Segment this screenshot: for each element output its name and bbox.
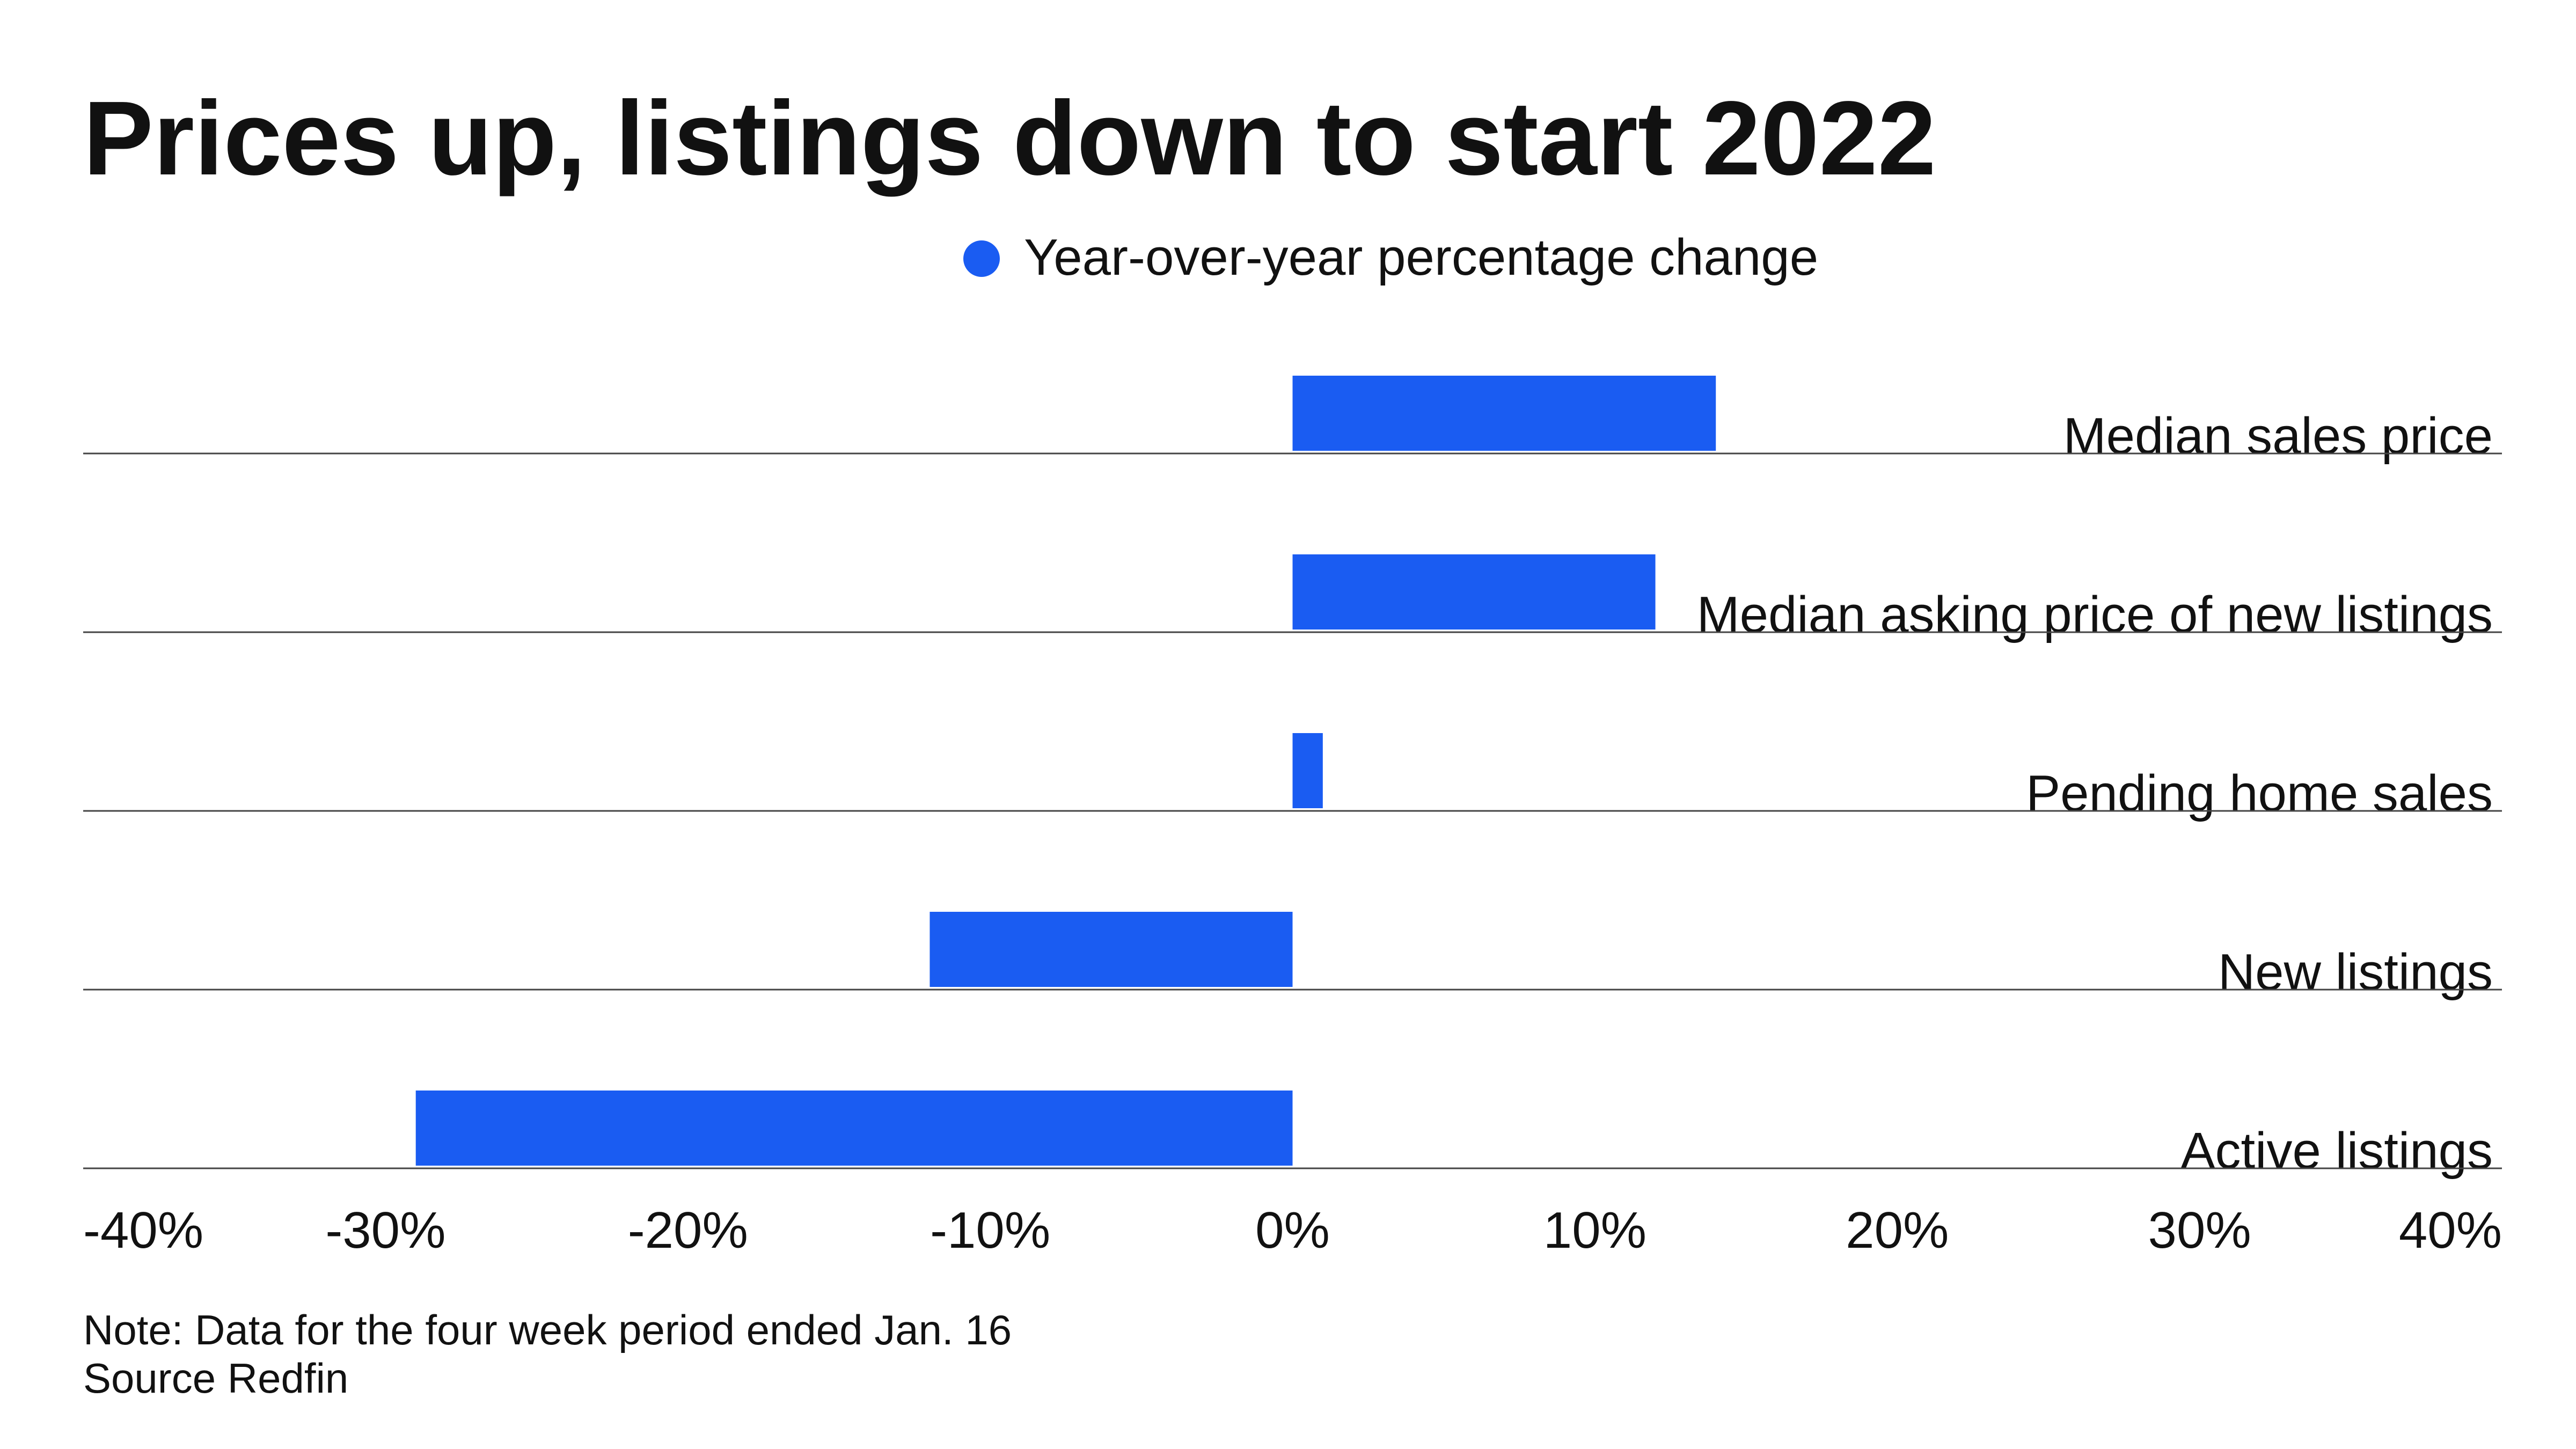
x-tick-label: 20% (1846, 1202, 1949, 1259)
category-label: New listings (2218, 943, 2493, 1001)
bar-pending-home-sales (1292, 733, 1323, 808)
x-tick-label: 40% (2399, 1202, 2502, 1259)
chart-title: Prices up, listings down to start 2022 (83, 79, 1936, 197)
source-text: Source Redfin (83, 1355, 348, 1402)
x-tick-label: -40% (83, 1202, 203, 1259)
x-tick-label: 30% (2148, 1202, 2251, 1259)
legend-label: Year-over-year percentage change (1024, 229, 1818, 286)
category-label: Median asking price of new listings (1697, 586, 2493, 643)
category-label: Pending home sales (2026, 765, 2493, 822)
bar-active-listings (415, 1091, 1293, 1166)
x-tick-label: 0% (1255, 1202, 1330, 1259)
legend-marker (963, 240, 1000, 277)
category-label: Median sales price (2063, 407, 2493, 465)
bar-median-asking-price-of-new-listings (1292, 554, 1656, 630)
x-tick-label: -20% (628, 1202, 748, 1259)
bar-new-listings (930, 912, 1293, 987)
category-label: Active listings (2180, 1122, 2493, 1180)
x-tick-label: -10% (930, 1202, 1050, 1259)
note-text: Note: Data for the four week period ende… (83, 1306, 1012, 1353)
x-tick-label: 10% (1543, 1202, 1646, 1259)
x-axis: -40% -30% -20% -10% 0% 10% 20% 30% 40% (83, 1202, 2502, 1259)
bar-median-sales-price (1292, 376, 1716, 451)
footnotes: Note: Data for the four week period ende… (83, 1306, 1012, 1402)
legend: Year-over-year percentage change (963, 229, 1818, 286)
plot-area: Median sales price Median asking price of… (83, 376, 2502, 1180)
x-tick-label: -30% (325, 1202, 445, 1259)
